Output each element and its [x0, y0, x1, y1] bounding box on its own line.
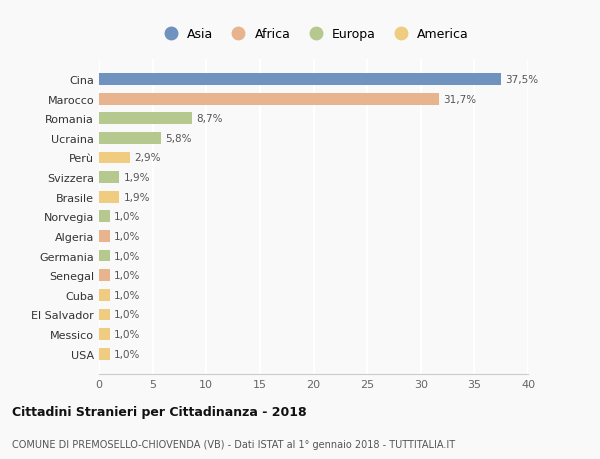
Text: 2,9%: 2,9% — [134, 153, 161, 163]
Text: 1,9%: 1,9% — [124, 173, 150, 183]
Bar — [99, 211, 110, 223]
Legend: Asia, Africa, Europa, America: Asia, Africa, Europa, America — [158, 28, 469, 41]
Bar — [99, 74, 501, 86]
Text: 1,0%: 1,0% — [114, 251, 140, 261]
Bar — [99, 250, 110, 262]
Bar — [99, 152, 130, 164]
Bar — [99, 289, 110, 301]
Text: 1,0%: 1,0% — [114, 310, 140, 320]
Text: 1,0%: 1,0% — [114, 231, 140, 241]
Text: 1,0%: 1,0% — [114, 271, 140, 280]
Text: 37,5%: 37,5% — [505, 75, 539, 85]
Bar — [99, 191, 119, 203]
Text: 1,0%: 1,0% — [114, 212, 140, 222]
Text: 5,8%: 5,8% — [166, 134, 192, 144]
Text: 1,0%: 1,0% — [114, 349, 140, 359]
Bar — [99, 270, 110, 281]
Bar — [99, 94, 439, 105]
Bar — [99, 172, 119, 184]
Text: 1,0%: 1,0% — [114, 330, 140, 339]
Bar — [99, 309, 110, 321]
Bar — [99, 133, 161, 145]
Text: 1,9%: 1,9% — [124, 192, 150, 202]
Bar — [99, 329, 110, 340]
Text: 8,7%: 8,7% — [197, 114, 223, 124]
Text: Cittadini Stranieri per Cittadinanza - 2018: Cittadini Stranieri per Cittadinanza - 2… — [12, 405, 307, 419]
Text: COMUNE DI PREMOSELLO-CHIOVENDA (VB) - Dati ISTAT al 1° gennaio 2018 - TUTTITALIA: COMUNE DI PREMOSELLO-CHIOVENDA (VB) - Da… — [12, 440, 455, 449]
Bar — [99, 348, 110, 360]
Bar — [99, 230, 110, 242]
Bar — [99, 113, 193, 125]
Text: 31,7%: 31,7% — [443, 95, 476, 104]
Text: 1,0%: 1,0% — [114, 290, 140, 300]
